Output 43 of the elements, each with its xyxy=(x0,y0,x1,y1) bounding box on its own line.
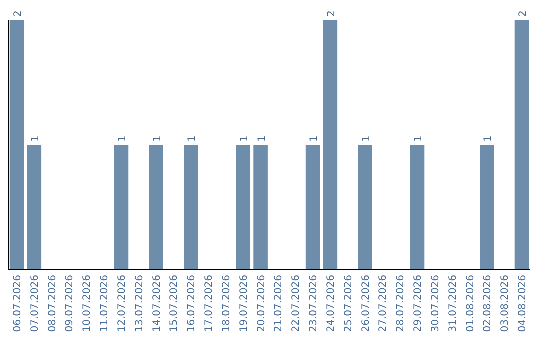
x-tick-label: 29.07.2026 xyxy=(413,275,424,332)
data-label: 1 xyxy=(483,136,494,142)
x-tick-label: 12.07.2026 xyxy=(116,275,128,332)
x-tick-label: 09.07.2026 xyxy=(64,275,76,332)
x-tick-label: 07.07.2026 xyxy=(30,275,41,332)
data-label: 1 xyxy=(187,136,198,142)
data-label: 2 xyxy=(13,10,24,17)
x-tick-label: 02.08.2026 xyxy=(482,275,494,332)
x-tick-label: 11.07.2026 xyxy=(100,275,111,332)
x-tick-label: 27.07.2026 xyxy=(378,275,390,332)
data-label: 2 xyxy=(326,10,338,17)
x-tick-label: 08.07.2026 xyxy=(47,275,58,332)
x-tick-label: 04.08.2026 xyxy=(517,275,528,332)
x-tick-label: 06.07.2026 xyxy=(12,275,24,332)
x-tick-label: 28.07.2026 xyxy=(396,275,407,332)
data-label: 1 xyxy=(239,136,250,142)
x-tick-label: 21.07.2026 xyxy=(274,275,285,332)
x-tick-label: 23.07.2026 xyxy=(308,275,320,332)
x-tick-label: 26.07.2026 xyxy=(360,275,372,332)
x-tick-label: 20.07.2026 xyxy=(256,275,268,332)
data-label: 1 xyxy=(117,136,128,142)
data-label: 1 xyxy=(361,136,372,142)
data-label: 1 xyxy=(152,136,164,142)
x-tick-label: 18.07.2026 xyxy=(221,275,232,332)
x-tick-label: 10.07.2026 xyxy=(82,275,94,332)
data-label: 1 xyxy=(309,136,320,142)
x-tick-label: 15.07.2026 xyxy=(169,275,180,332)
x-tick-label: 14.07.2026 xyxy=(152,275,163,332)
x-tick-label: 25.07.2026 xyxy=(343,275,354,332)
x-tick-label: 16.07.2026 xyxy=(186,275,198,332)
data-label: 1 xyxy=(30,136,42,142)
x-tick-label: 31.07.2026 xyxy=(448,275,459,332)
x-tick-label: 17.07.2026 xyxy=(204,275,216,332)
data-label: 2 xyxy=(518,10,529,17)
data-label: 1 xyxy=(414,136,425,142)
x-tick-label: 01.08.2026 xyxy=(465,275,476,332)
x-tick-label: 22.07.2026 xyxy=(291,275,302,332)
x-tick-label: 30.07.2026 xyxy=(430,275,442,332)
x-tick-label: 24.07.2026 xyxy=(326,275,337,332)
x-tick-label: 13.07.2026 xyxy=(134,275,146,332)
x-tick-label: 19.07.2026 xyxy=(238,275,250,332)
data-label: 1 xyxy=(256,136,268,142)
x-tick-label: 03.08.2026 xyxy=(500,275,512,332)
